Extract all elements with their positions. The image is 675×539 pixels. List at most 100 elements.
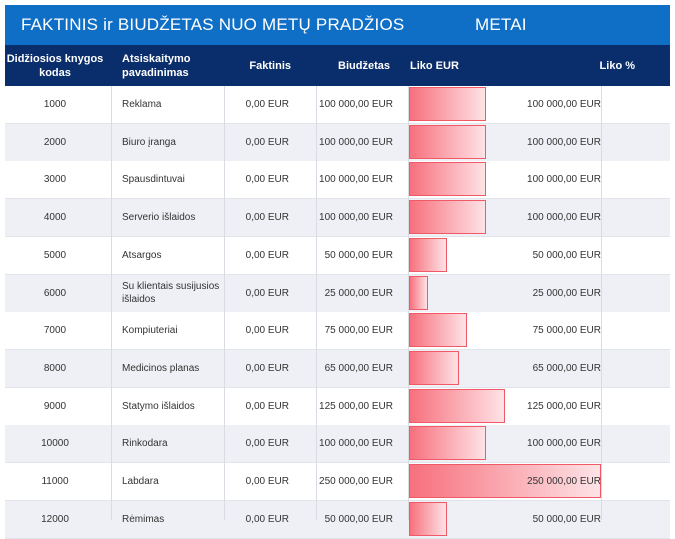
cell-remaining[interactable]: 65 000,00 EUR <box>409 350 601 387</box>
cell-code[interactable]: 8000 <box>43 362 67 374</box>
remaining-value: 50 000,00 EUR <box>532 249 601 261</box>
cell-name[interactable]: Rinkodara <box>122 438 168 450</box>
cell-name[interactable]: Spausdintuvai <box>122 174 185 186</box>
remaining-value: 100 000,00 EUR <box>527 212 601 224</box>
remaining-data-bar <box>409 200 486 235</box>
table-row[interactable]: 11000 Labdara 0,00 EUR 250 000,00 EUR 250 00… <box>5 463 670 501</box>
remaining-value: 25 000,00 EUR <box>532 287 601 299</box>
cell-code[interactable]: 7000 <box>43 325 67 337</box>
cell-budget[interactable]: 50 000,00 EUR <box>324 249 393 261</box>
cell-actual[interactable]: 0,00 EUR <box>245 99 289 110</box>
table-row[interactable]: 8000 Medicinos planas 0,00 EUR 65 000,00 EU… <box>5 349 670 388</box>
remaining-value: 100 000,00 EUR <box>527 438 601 450</box>
cell-budget[interactable]: 100 000,00 EUR <box>319 99 393 110</box>
header-remaining-pct[interactable]: Liko % <box>599 59 635 72</box>
table-row[interactable]: 1000 Reklama 0,00 EUR 100 000,00 EUR 100 000… <box>5 86 670 124</box>
table-row[interactable]: 9000 Statymo išlaidos 0,00 EUR 125 000,00 E… <box>5 387 670 426</box>
cell-code[interactable]: 10000 <box>41 438 69 450</box>
header-actual[interactable]: Faktinis <box>249 59 291 72</box>
cell-remaining[interactable]: 75 000,00 EUR <box>409 312 601 349</box>
table-row[interactable]: 5000 Atsargos 0,00 EUR 50 000,00 EUR 50 000,… <box>5 236 670 275</box>
cell-remaining[interactable]: 100 000,00 EUR <box>409 86 601 123</box>
table-row[interactable]: 3000 Spausdintuvai 0,00 EUR 100 000,00 EUR 1… <box>5 161 670 200</box>
cell-code[interactable]: 2000 <box>43 136 67 148</box>
header-name[interactable]: Atsiskaitymo pavadinimas <box>122 52 191 79</box>
cell-actual[interactable]: 0,00 EUR <box>245 174 289 186</box>
remaining-value: 65 000,00 EUR <box>532 362 601 374</box>
cell-actual[interactable]: 0,00 EUR <box>245 513 289 525</box>
cell-budget[interactable]: 100 000,00 EUR <box>319 438 393 450</box>
cell-budget[interactable]: 25 000,00 EUR <box>324 287 393 299</box>
table-row[interactable]: 4000 Serverio išlaidos 0,00 EUR 100 000,00 … <box>5 199 670 238</box>
remaining-data-bar <box>409 275 428 310</box>
cell-code[interactable]: 1000 <box>43 99 67 110</box>
cell-budget[interactable]: 75 000,00 EUR <box>324 325 393 337</box>
cell-code[interactable]: 5000 <box>43 249 67 261</box>
cell-actual[interactable]: 0,00 EUR <box>245 438 289 450</box>
cell-actual[interactable]: 0,00 EUR <box>245 476 289 487</box>
cell-remaining[interactable]: 100 000,00 EUR <box>409 161 601 198</box>
cell-actual[interactable]: 0,00 EUR <box>245 287 289 299</box>
cell-remaining[interactable]: 125 000,00 EUR <box>409 388 601 425</box>
cell-budget[interactable]: 100 000,00 EUR <box>319 212 393 224</box>
cell-name[interactable]: Serverio išlaidos <box>122 212 196 224</box>
header-remaining[interactable]: Liko EUR <box>410 59 459 72</box>
table-row[interactable]: 6000 Su klientais susijusios išlaidos 0,00… <box>5 274 670 313</box>
table-row[interactable]: 2000 Biuro įranga 0,00 EUR 100 000,00 EUR 10… <box>5 123 670 162</box>
cell-code[interactable]: 6000 <box>43 287 67 299</box>
cell-code[interactable]: 12000 <box>41 513 69 525</box>
remaining-data-bar <box>409 350 459 385</box>
column-divider <box>601 86 602 520</box>
cell-code[interactable]: 11000 <box>41 476 69 487</box>
cell-name[interactable]: Medicinos planas <box>122 362 200 374</box>
cell-code[interactable]: 3000 <box>43 174 67 186</box>
cell-remaining[interactable]: 100 000,00 EUR <box>409 124 601 161</box>
cell-code[interactable]: 9000 <box>43 400 67 412</box>
cell-actual[interactable]: 0,00 EUR <box>245 249 289 261</box>
cell-name[interactable]: Su klientais susijusios išlaidos <box>122 281 220 305</box>
cell-actual[interactable]: 0,00 EUR <box>245 212 289 224</box>
cell-remaining[interactable]: 25 000,00 EUR <box>409 275 601 312</box>
cell-actual[interactable]: 0,00 EUR <box>245 325 289 337</box>
column-divider <box>316 86 317 520</box>
cell-remaining[interactable]: 50 000,00 EUR <box>409 237 601 274</box>
remaining-value: 100 000,00 EUR <box>527 99 601 110</box>
remaining-data-bar <box>409 162 486 197</box>
cell-budget[interactable]: 100 000,00 EUR <box>319 174 393 186</box>
remaining-data-bar <box>409 124 486 159</box>
cell-remaining[interactable]: 250 000,00 EUR <box>409 463 601 500</box>
remaining-data-bar <box>409 87 486 121</box>
cell-remaining[interactable]: 100 000,00 EUR <box>409 425 601 462</box>
remaining-data-bar <box>409 313 467 348</box>
remaining-data-bar <box>409 237 447 272</box>
cell-name[interactable]: Kompiuteriai <box>122 325 178 337</box>
cell-name[interactable]: Biuro įranga <box>122 136 176 148</box>
table-row[interactable]: 7000 Kompiuteriai 0,00 EUR 75 000,00 EUR 75 … <box>5 312 670 351</box>
cell-code[interactable]: 4000 <box>43 212 67 224</box>
cell-name[interactable]: Statymo išlaidos <box>122 400 195 412</box>
header-code[interactable]: Didžiosios knygos kodas <box>6 52 104 79</box>
cell-remaining[interactable]: 100 000,00 EUR <box>409 199 601 236</box>
cell-actual[interactable]: 0,00 EUR <box>245 136 289 148</box>
remaining-data-bar <box>409 388 505 423</box>
cell-remaining[interactable]: 50 000,00 EUR <box>409 501 601 538</box>
cell-actual[interactable]: 0,00 EUR <box>245 400 289 412</box>
remaining-value: 100 000,00 EUR <box>527 136 601 148</box>
cell-budget[interactable]: 100 000,00 EUR <box>319 136 393 148</box>
header-budget[interactable]: Biudžetas <box>338 59 390 72</box>
remaining-value: 125 000,00 EUR <box>527 400 601 412</box>
cell-budget[interactable]: 50 000,00 EUR <box>324 513 393 525</box>
cell-budget[interactable]: 125 000,00 EUR <box>319 400 393 412</box>
cell-name[interactable]: Atsargos <box>122 249 162 261</box>
cell-budget[interactable]: 65 000,00 EUR <box>324 362 393 374</box>
cell-actual[interactable]: 0,00 EUR <box>245 362 289 374</box>
cell-name[interactable]: Labdara <box>122 476 159 487</box>
column-divider <box>224 86 225 520</box>
cell-name[interactable]: Rėmimas <box>122 513 165 525</box>
remaining-data-bar <box>409 501 447 536</box>
table-row[interactable]: 10000 Rinkodara 0,00 EUR 100 000,00 EUR 100 … <box>5 425 670 464</box>
cell-budget[interactable]: 250 000,00 EUR <box>319 476 393 487</box>
cell-name[interactable]: Reklama <box>122 99 162 110</box>
title-bar: FAKTINIS ir BIUDŽETAS NUO METŲ PRADŽIOS … <box>5 5 670 45</box>
period-title: METAI <box>475 15 527 34</box>
